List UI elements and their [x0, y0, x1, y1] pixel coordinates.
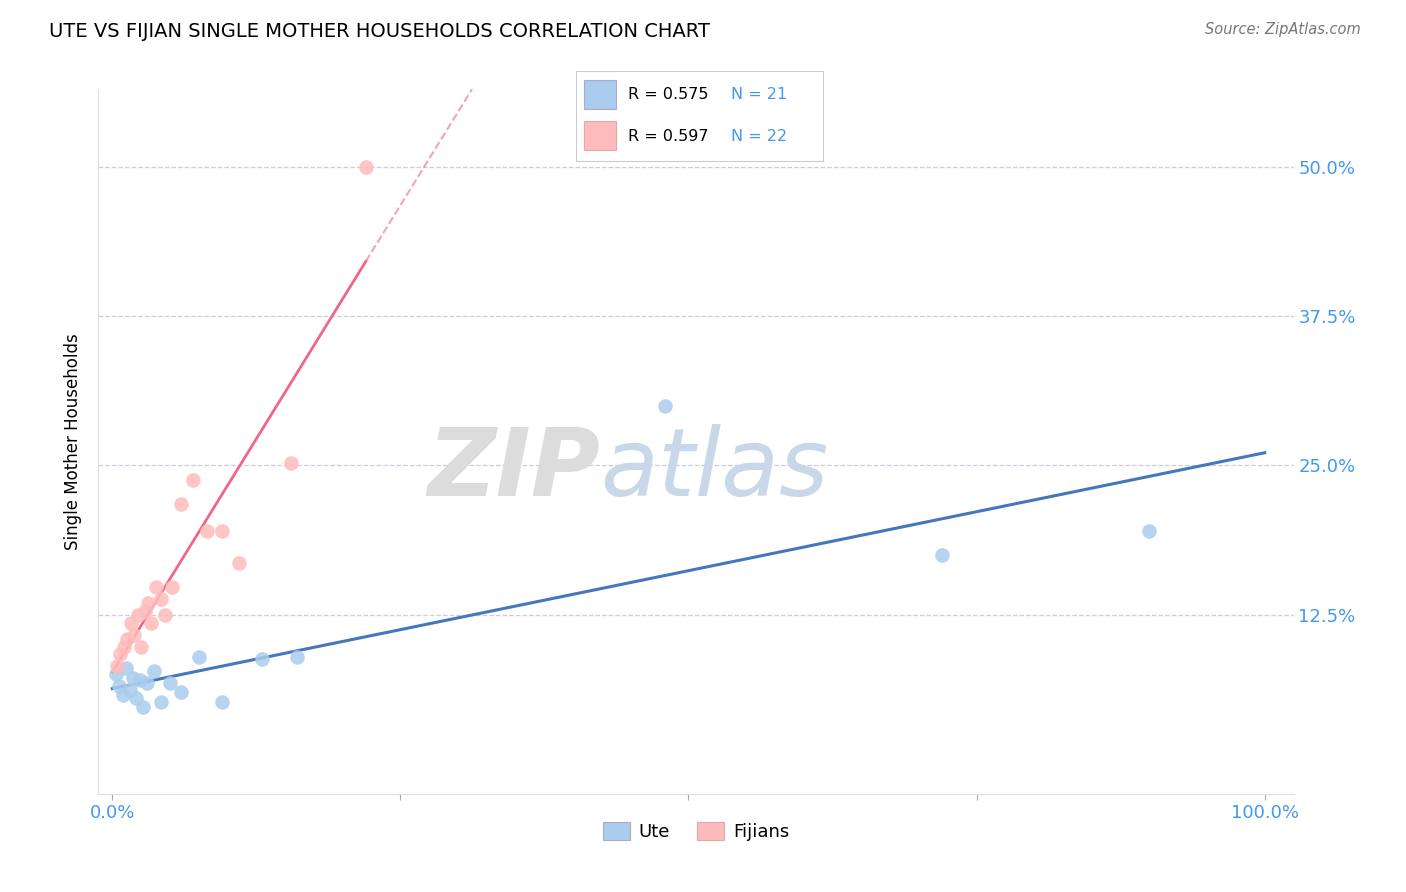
Point: [104, 667, 127, 681]
Point: [129, 673, 152, 688]
Point: [115, 661, 138, 675]
Point: [280, 456, 302, 470]
FancyBboxPatch shape: [583, 80, 616, 109]
Point: [170, 497, 193, 511]
Point: [228, 557, 250, 571]
Y-axis label: Single Mother Households: Single Mother Households: [65, 334, 83, 549]
Text: N = 22: N = 22: [731, 128, 787, 144]
Point: [354, 160, 377, 174]
Point: [187, 649, 209, 664]
Text: R = 0.597: R = 0.597: [628, 128, 709, 144]
Point: [136, 596, 159, 610]
Point: [120, 616, 142, 631]
Point: [118, 683, 141, 698]
Point: [170, 685, 193, 699]
Point: [145, 580, 167, 594]
Point: [122, 628, 145, 642]
Text: N = 21: N = 21: [731, 87, 787, 102]
Point: [159, 675, 181, 690]
Point: [195, 524, 218, 538]
FancyBboxPatch shape: [583, 121, 616, 150]
Point: [211, 524, 233, 538]
Point: [149, 695, 172, 709]
Point: [155, 607, 177, 622]
Point: [931, 548, 953, 562]
Point: [111, 688, 134, 702]
Point: [160, 580, 183, 594]
Text: ZIP: ZIP: [427, 424, 600, 516]
Text: Source: ZipAtlas.com: Source: ZipAtlas.com: [1205, 22, 1361, 37]
Point: [122, 671, 145, 685]
Point: [112, 640, 135, 654]
Point: [132, 699, 155, 714]
Point: [125, 691, 148, 706]
Point: [181, 473, 204, 487]
Point: [1139, 524, 1161, 538]
Text: UTE VS FIJIAN SINGLE MOTHER HOUSEHOLDS CORRELATION CHART: UTE VS FIJIAN SINGLE MOTHER HOUSEHOLDS C…: [49, 22, 710, 41]
Point: [135, 675, 157, 690]
Text: atlas: atlas: [600, 425, 828, 516]
Point: [141, 616, 163, 631]
Point: [250, 652, 273, 666]
Point: [127, 607, 149, 622]
Point: [105, 659, 128, 673]
Point: [285, 649, 308, 664]
Point: [654, 399, 676, 413]
Point: [149, 592, 172, 607]
Point: [108, 679, 131, 693]
Point: [211, 695, 233, 709]
Point: [115, 632, 138, 646]
Point: [134, 604, 156, 618]
Point: [142, 664, 165, 678]
Legend: Ute, Fijians: Ute, Fijians: [595, 814, 797, 848]
Point: [110, 647, 132, 661]
Point: [129, 640, 152, 654]
Text: R = 0.575: R = 0.575: [628, 87, 709, 102]
